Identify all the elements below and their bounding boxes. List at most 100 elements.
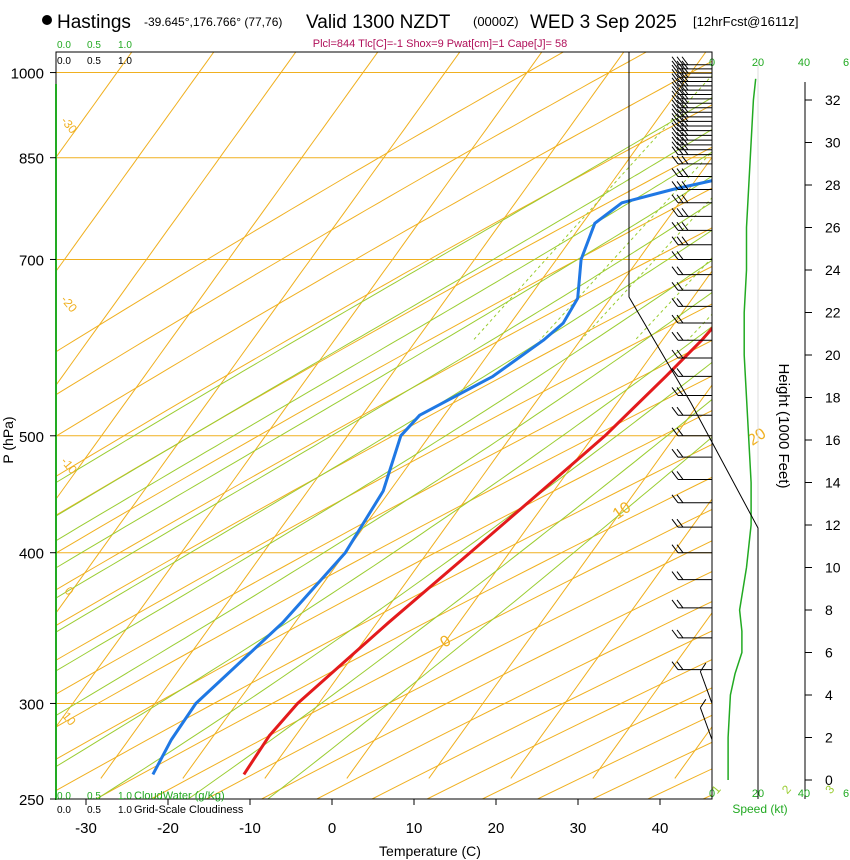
wind-barb-feather xyxy=(671,122,679,131)
height-tick-label: 2 xyxy=(825,730,833,746)
wind-barb-feather xyxy=(671,236,679,245)
cloudwater-legend-label: CloudWater (g/Kg) xyxy=(134,790,225,802)
wind-barb-feather xyxy=(676,77,684,87)
wind-barb-feather xyxy=(671,222,679,231)
wind-barb-feather xyxy=(671,56,679,66)
station-name: Hastings xyxy=(57,12,131,33)
bottom-cloudwater-scale-label: 1.0 xyxy=(118,791,132,802)
isotherm-line xyxy=(264,156,712,779)
wind-barb-feather xyxy=(699,662,707,672)
wind-barb-feather xyxy=(681,95,689,104)
dewpoint-line xyxy=(151,179,712,776)
forecast-info: [12hrFcst@1611z] xyxy=(693,14,798,29)
profiles xyxy=(151,179,712,776)
wind-barb-feather xyxy=(671,60,679,70)
station-coords: -39.645°,176.766° (77,76) xyxy=(144,15,282,29)
wind-barb-feather xyxy=(676,661,684,670)
pressure-tick-label: 850 xyxy=(19,151,44,168)
wind-barb-feather xyxy=(676,131,684,141)
pressure-tick-label: 250 xyxy=(19,792,44,809)
wind-barbs xyxy=(671,56,713,740)
wind-barb xyxy=(671,368,712,377)
wind-barb xyxy=(671,56,712,66)
speed-top-tick-label: 20 xyxy=(752,57,764,69)
top-cloudwater-scale-label: 0.0 xyxy=(57,40,71,51)
cloudiness-legend-label: Grid-Scale Cloudiness xyxy=(134,804,244,816)
mixing-ratio-line xyxy=(472,74,712,341)
wind-barb-feather xyxy=(671,86,679,95)
wind-barb xyxy=(671,77,712,87)
bottom-cloudiness-scale-label: 0.0 xyxy=(57,805,71,816)
dry-adiabat-line xyxy=(56,410,712,760)
wind-barb-feather xyxy=(671,427,679,437)
wind-barb-feather xyxy=(671,208,679,217)
wind-barb-feather xyxy=(676,251,684,260)
wind-barb xyxy=(671,103,712,113)
wind-barb-feather xyxy=(676,368,684,377)
wind-barb-feather xyxy=(676,236,684,245)
wind-barb-feather xyxy=(681,90,689,100)
wind-barb-feather xyxy=(671,448,679,458)
wind-barb-feather xyxy=(676,81,684,91)
wind-barb-feather xyxy=(681,141,689,151)
wind-barb-feather xyxy=(671,136,679,146)
wind-barb-feather xyxy=(671,571,679,580)
wind-barb-feather xyxy=(676,629,684,639)
wind-barb-feather xyxy=(676,349,684,359)
dry-adiabat-line xyxy=(56,187,712,554)
top-cloudiness-scale-label: 0.5 xyxy=(87,56,101,67)
x-tick-label: 30 xyxy=(570,820,587,837)
wind-barb-feather xyxy=(671,73,679,82)
x-tick-label: 0 xyxy=(328,820,336,837)
cloudiness-line xyxy=(628,52,759,799)
moist-adiabat-line xyxy=(267,436,712,799)
wind-barb-feather xyxy=(681,208,689,217)
isotherm-line xyxy=(346,270,712,779)
wind-barb-feather xyxy=(681,222,689,231)
x-tick-label: -20 xyxy=(157,820,179,837)
wind-barb xyxy=(671,208,712,217)
wind-barb xyxy=(671,544,712,554)
wind-barb xyxy=(671,194,712,204)
mixing-ratio-line xyxy=(634,256,712,341)
wind-barb-feather xyxy=(671,518,679,528)
height-tick-label: 18 xyxy=(825,390,841,406)
wind-barb xyxy=(671,427,712,437)
wind-barb-feather xyxy=(676,518,684,528)
x-tick-label: -10 xyxy=(239,820,261,837)
bottom-cloudiness-scale-label: 1.0 xyxy=(118,805,132,816)
speed-bottom-tick-label: 6 xyxy=(843,788,849,800)
background-lines xyxy=(56,52,712,799)
wind-barb-feather xyxy=(671,194,679,204)
wind-barb xyxy=(671,86,712,95)
wind-barb-feather xyxy=(676,181,684,190)
moist-adiabat-line xyxy=(56,229,712,633)
height-tick-label: 26 xyxy=(825,220,841,236)
wind-barb-feather xyxy=(676,208,684,217)
wind-barb xyxy=(671,629,712,639)
pressure-tick-label: 400 xyxy=(19,546,44,563)
wind-barb-feather xyxy=(676,68,684,78)
wind-barb-feather xyxy=(676,60,684,70)
dry-adiabat-line xyxy=(56,227,712,591)
valid-time: Valid 1300 NZDT xyxy=(306,12,451,33)
wind-barb-feather xyxy=(671,77,679,87)
wind-barb-feather xyxy=(681,155,689,165)
dry-adiabat-line xyxy=(56,339,712,695)
wind-barb-feather xyxy=(671,81,679,91)
wind-barb-feather xyxy=(676,266,684,275)
moist-adiabat-line xyxy=(56,326,712,768)
wind-barb-feather xyxy=(681,236,689,245)
wind-barb-feather xyxy=(676,571,684,580)
height-tick-label: 6 xyxy=(825,645,833,661)
moist-adiabat-line xyxy=(56,201,712,599)
wind-barb-feather xyxy=(681,113,689,122)
height-tick-label: 14 xyxy=(825,475,841,491)
wind-barb-feather xyxy=(671,494,679,504)
height-tick-label: 16 xyxy=(825,432,841,448)
wind-barb xyxy=(671,68,712,78)
isotherm-line xyxy=(56,52,461,614)
height-tick-label: 0 xyxy=(825,772,833,788)
